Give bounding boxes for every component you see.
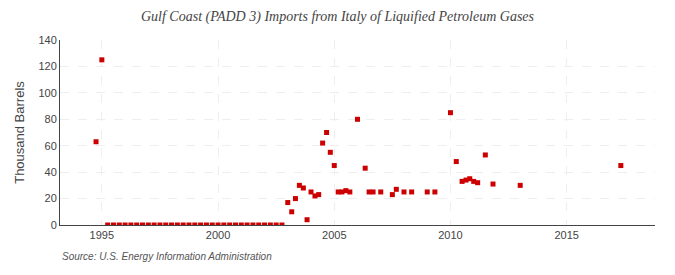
svg-text:100: 100 bbox=[38, 87, 56, 99]
svg-text:0: 0 bbox=[51, 219, 57, 231]
svg-text:40: 40 bbox=[45, 166, 57, 178]
svg-text:20: 20 bbox=[45, 192, 57, 204]
svg-text:2010: 2010 bbox=[438, 229, 462, 241]
svg-text:2015: 2015 bbox=[554, 229, 578, 241]
svg-text:80: 80 bbox=[45, 113, 57, 125]
svg-text:2000: 2000 bbox=[206, 229, 230, 241]
svg-text:120: 120 bbox=[38, 60, 56, 72]
svg-text:140: 140 bbox=[38, 34, 56, 46]
svg-text:2005: 2005 bbox=[322, 229, 346, 241]
svg-text:1995: 1995 bbox=[90, 229, 114, 241]
svg-text:60: 60 bbox=[45, 140, 57, 152]
svg-text:Gulf Coast (PADD 3) Imports fr: Gulf Coast (PADD 3) Imports from Italy o… bbox=[141, 9, 535, 25]
svg-text:Thousand Barrels: Thousand Barrels bbox=[12, 81, 27, 184]
svg-text:Source: U.S. Energy Informatio: Source: U.S. Energy Information Administ… bbox=[62, 251, 272, 262]
